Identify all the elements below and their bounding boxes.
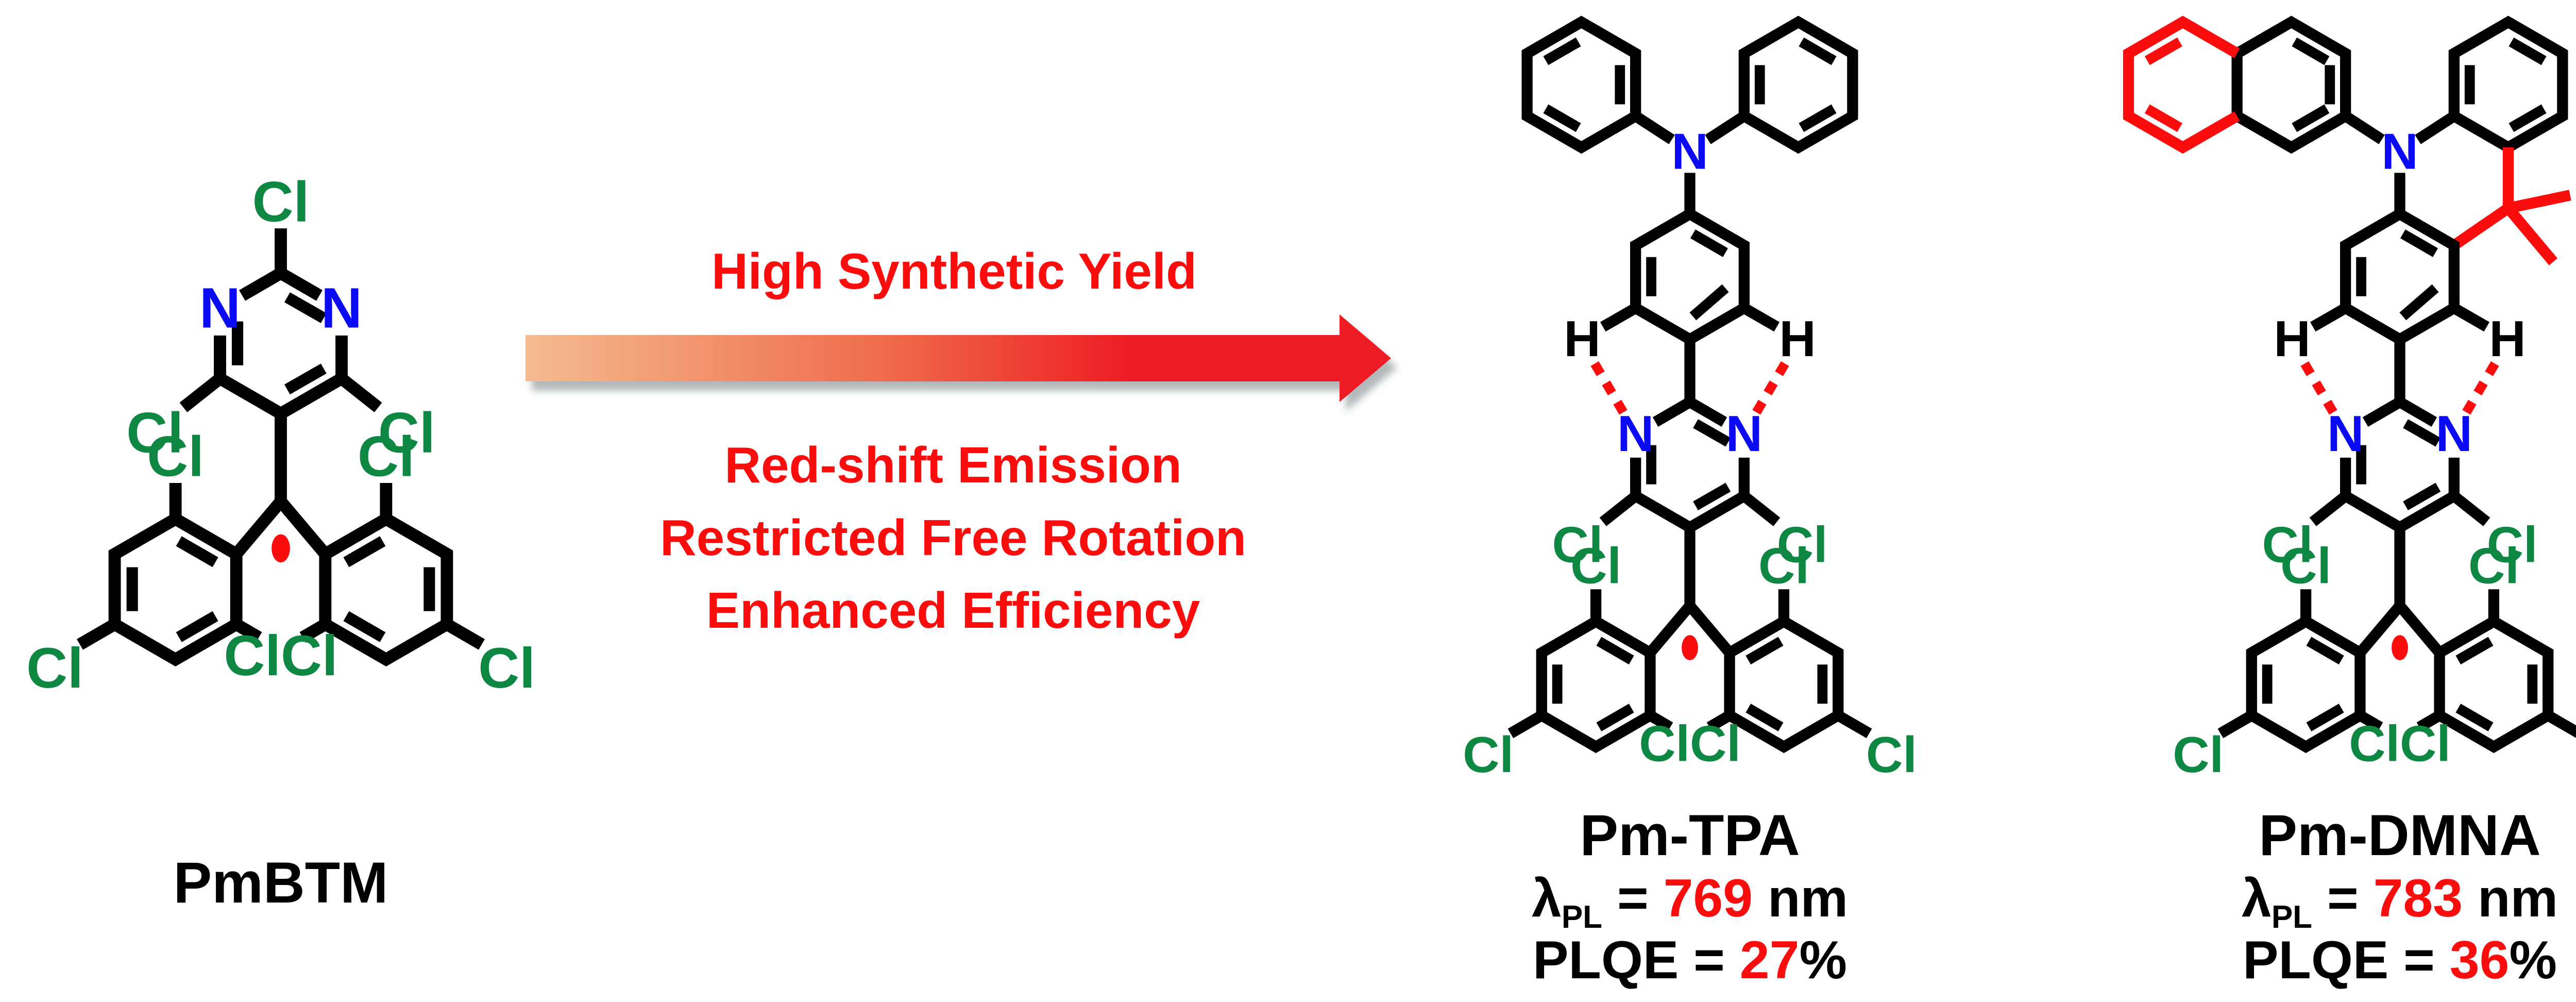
- naphthalene-red-ring: [2123, 15, 2240, 154]
- chlorine-label: Cl: [126, 401, 183, 464]
- chlorine-label: Cl: [2173, 726, 2224, 783]
- pm-dmna-plqe-value: 36: [2449, 930, 2510, 990]
- equals-sign: =: [1679, 930, 1740, 990]
- tpa-left-aryl-ring: Cl Cl: [1463, 538, 1673, 783]
- hydrogen-bond-dash: [2460, 361, 2499, 420]
- pmbtm-right-aryl-ring: Cl Cl: [299, 425, 535, 700]
- chlorine-label: Cl: [2280, 538, 2331, 594]
- dimethyl-bridge-bond: [2451, 204, 2512, 250]
- hydrogen-bond-dash: [1750, 361, 1789, 420]
- pm-dmna-plqe-line: PLQE = 36%: [2194, 930, 2576, 991]
- amine-nitrogen-label: N: [2381, 123, 2418, 180]
- lambda-subscript: PL: [2271, 899, 2313, 935]
- equals-sign: =: [2388, 930, 2450, 990]
- lambda-symbol: λ: [2241, 869, 2272, 928]
- chlorine-label: Cl: [378, 401, 435, 464]
- equals-sign: =: [1602, 869, 1664, 928]
- nitrogen-label: N: [321, 277, 362, 340]
- plqe-label: PLQE: [2243, 930, 2389, 990]
- percent-sign: %: [2509, 930, 2557, 990]
- chlorine-label: Cl: [358, 425, 415, 488]
- chlorine-pair-label: ClCl: [1639, 715, 1741, 772]
- pmbtm-radical-center: [231, 413, 330, 563]
- pm-dmna-lambda-line: λPL = 783 nm: [2194, 868, 2576, 936]
- chlorine-label: Cl: [1463, 726, 1514, 783]
- arrow-title: High Synthetic Yield: [711, 243, 1197, 299]
- tpa-pyrimidine-ring: N N Cl Cl: [1552, 397, 1828, 573]
- benefit-line: Restricted Free Rotation: [659, 509, 1247, 566]
- hydrogen-label: H: [1779, 310, 1816, 367]
- dmna-naphthalene: [2123, 15, 2351, 154]
- nitrogen-label: N: [2327, 405, 2364, 462]
- arrow-body: [526, 314, 1391, 402]
- nitrogen-label: N: [1726, 405, 1762, 462]
- hydrogen-label: H: [2489, 310, 2526, 367]
- pm-dmna-name: Pm-DMNA: [2259, 803, 2541, 867]
- chlorine-label: Cl: [1570, 538, 1621, 594]
- methyl-group-bond: [2507, 190, 2571, 214]
- chlorine-label: Cl: [1866, 726, 1917, 783]
- chlorine-pair-label: ClCl: [2349, 715, 2451, 772]
- pm-dmna-lambda-value: 783: [2373, 869, 2463, 928]
- nitrogen-label: N: [2436, 405, 2472, 462]
- nitrogen-label: N: [1617, 405, 1654, 462]
- radical-dot: [2392, 635, 2408, 660]
- pm-dmna-structure: N H H: [2123, 15, 2576, 783]
- methyl-group-bond: [2504, 204, 2558, 265]
- tpa-phenylene-bridge: H H: [1564, 173, 1816, 420]
- pmbtm-name: PmBTM: [173, 850, 388, 915]
- dmna-right-aryl-ring: Cl Cl: [2416, 538, 2576, 783]
- dmna-pyrimidine-ring: N N Cl Cl: [2262, 397, 2538, 573]
- chlorine-label: Cl: [1758, 538, 1809, 594]
- hydrogen-label: H: [1564, 310, 1600, 367]
- pmbtm-structure: N N Cl Cl Cl Cl Cl: [26, 170, 535, 700]
- dmna-acridine-top: N: [2342, 15, 2571, 265]
- reaction-arrow: [526, 314, 1397, 411]
- chlorine-label: Cl: [478, 637, 535, 700]
- benefit-line: Enhanced Efficiency: [706, 582, 1200, 639]
- chlorine-label: Cl: [252, 170, 310, 233]
- tpa-diphenylamine: N: [1521, 15, 1858, 180]
- benefit-line: Red-shift Emission: [724, 437, 1182, 493]
- tpa-radical-center: [1646, 527, 1734, 660]
- dmna-left-aryl-ring: Cl Cl: [2173, 538, 2383, 783]
- radical-dot: [272, 534, 290, 563]
- pmbtm-pyrimidine-ring: N N: [199, 268, 362, 419]
- tpa-right-aryl-ring: Cl Cl: [1706, 538, 1917, 783]
- hydrogen-bond-dash: [2300, 361, 2340, 420]
- dmna-radical-center: [2355, 527, 2444, 660]
- dmna-phenylene-bridge: H H: [2274, 173, 2526, 420]
- nm-unit: nm: [2463, 869, 2558, 928]
- lambda-subscript: PL: [1561, 899, 1603, 935]
- pmbtm-pyrimidine-chlorines: Cl Cl Cl: [126, 170, 435, 464]
- plqe-label: PLQE: [1533, 930, 1679, 990]
- chlorine-label: Cl: [26, 637, 83, 700]
- chlorine-label: Cl: [1777, 516, 1828, 573]
- pm-tpa-plqe-value: 27: [1739, 930, 1800, 990]
- nitrogen-label: N: [199, 277, 241, 340]
- arrow-benefits: Red-shift Emission Restricted Free Rotat…: [541, 429, 1365, 647]
- chlorine-label: Cl: [2487, 516, 2538, 573]
- chlorine-label: Cl: [2262, 516, 2313, 573]
- pmbtm-left-aryl-ring: Cl Cl: [26, 425, 262, 700]
- chlorine-pair-label: ClCl: [224, 624, 337, 688]
- pm-tpa-lambda-value: 769: [1663, 869, 1753, 928]
- pm-tpa-lambda-line: λPL = 769 nm: [1484, 868, 1896, 936]
- radical-dot: [1682, 635, 1698, 660]
- lambda-symbol: λ: [1531, 869, 1562, 928]
- nm-unit: nm: [1753, 869, 1849, 928]
- equals-sign: =: [2312, 869, 2374, 928]
- chlorine-label: Cl: [2468, 538, 2519, 594]
- pm-tpa-name: Pm-TPA: [1580, 803, 1800, 867]
- hydrogen-bond-dash: [1590, 361, 1630, 420]
- pm-tpa-plqe-line: PLQE = 27%: [1484, 930, 1896, 991]
- amine-nitrogen-label: N: [1671, 123, 1708, 180]
- pm-tpa-structure: N H H N N: [1463, 15, 1917, 783]
- chlorine-label: Cl: [147, 425, 204, 488]
- percent-sign: %: [1799, 930, 1847, 990]
- hydrogen-label: H: [2274, 310, 2310, 367]
- chlorine-label: Cl: [1552, 516, 1603, 573]
